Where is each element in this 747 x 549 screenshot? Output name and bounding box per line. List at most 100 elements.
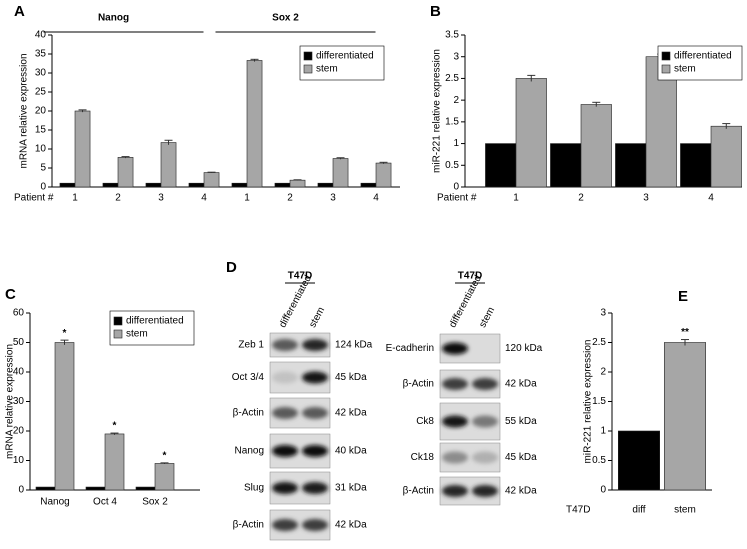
y-tick-label: 0.5	[445, 160, 459, 171]
bar	[246, 60, 263, 188]
blot-band	[472, 451, 498, 464]
size-label: 55 kDa	[505, 416, 537, 427]
blot-band	[302, 482, 328, 494]
y-tick-label: 1.5	[445, 116, 459, 127]
bar	[145, 182, 162, 188]
bar	[154, 463, 175, 491]
bar	[615, 143, 647, 188]
size-label: 124 kDa	[335, 340, 373, 351]
blot-band	[442, 415, 468, 428]
y-axis-label: miR-221 relative expression	[432, 49, 443, 173]
y-axis-label: mRNA relative expression	[19, 53, 30, 168]
blot-band	[472, 485, 498, 497]
y-tick-label: 30	[35, 68, 47, 79]
bar	[188, 182, 205, 188]
bar	[117, 157, 134, 188]
bar	[104, 433, 125, 491]
x-tick-label: 2	[287, 193, 293, 204]
panel-label: D	[226, 259, 237, 276]
size-label: 45 kDa	[505, 452, 537, 463]
legend-swatch	[303, 51, 313, 61]
lane-label: stem	[307, 305, 327, 329]
y-tick-label: 10	[13, 455, 25, 466]
x-tick-label: 4	[708, 193, 714, 204]
bar	[35, 486, 56, 491]
legend-label: stem	[126, 329, 148, 340]
y-tick-label: 35	[35, 49, 47, 60]
legend-swatch	[661, 64, 671, 74]
annotation: *	[163, 451, 167, 462]
blot-band	[272, 407, 298, 419]
protein-label: β-Actin	[233, 408, 264, 419]
legend-box	[657, 45, 743, 81]
size-label: 42 kDa	[335, 520, 367, 531]
x-prefix-label: Patient #	[437, 193, 477, 204]
annotation: *	[63, 328, 67, 339]
size-label: 42 kDa	[505, 379, 537, 390]
group-label: Nanog	[98, 13, 129, 24]
blot-band	[272, 371, 298, 384]
y-tick-label: 1	[453, 138, 459, 149]
x-tick-label: 1	[513, 193, 519, 204]
bar	[74, 110, 91, 188]
y-tick-label: 20	[35, 106, 47, 117]
size-label: 42 kDa	[335, 408, 367, 419]
legend-label: stem	[674, 64, 696, 75]
y-tick-label: 40	[13, 367, 25, 378]
annotation: **	[681, 327, 689, 338]
protein-label: β-Actin	[403, 486, 434, 497]
y-tick-label: 1	[600, 426, 606, 437]
size-label: 42 kDa	[505, 486, 537, 497]
bar	[580, 104, 612, 188]
y-tick-label: 40	[35, 30, 47, 41]
y-tick-label: 15	[35, 125, 47, 136]
legend-swatch	[303, 64, 313, 74]
group-label: Sox 2	[272, 13, 299, 24]
panel-label: C	[5, 286, 16, 303]
y-tick-label: 30	[13, 396, 25, 407]
x-tick-label: 2	[115, 193, 121, 204]
protein-label: Nanog	[235, 446, 264, 457]
bar	[550, 143, 582, 188]
blot-band	[302, 407, 328, 419]
y-tick-label: 5	[40, 163, 46, 174]
legend-label: differentiated	[316, 51, 374, 62]
y-tick-label: 0.5	[592, 455, 606, 466]
blot-band	[472, 415, 498, 428]
bar	[160, 142, 177, 188]
bar	[135, 486, 156, 491]
bar	[85, 486, 106, 491]
blot-title: T47D	[458, 271, 482, 282]
blot-band	[472, 378, 498, 390]
y-axis-label: miR-221 relative expression	[583, 340, 594, 464]
protein-label: Ck18	[411, 452, 435, 463]
bar	[203, 172, 220, 188]
y-tick-label: 50	[13, 337, 25, 348]
y-tick-label: 1.5	[592, 396, 606, 407]
legend-label: differentiated	[126, 316, 184, 327]
bar	[680, 143, 712, 188]
x-prefix-label: Patient #	[14, 193, 54, 204]
x-tick-label: diff	[632, 505, 645, 516]
bar	[375, 162, 392, 188]
protein-label: Zeb 1	[238, 340, 264, 351]
blot-title: T47D	[288, 271, 312, 282]
legend-label: stem	[316, 64, 338, 75]
y-tick-label: 0	[600, 485, 606, 496]
blot-band	[442, 342, 468, 355]
legend-swatch	[113, 329, 123, 339]
y-tick-label: 60	[13, 308, 25, 319]
y-tick-label: 0	[18, 485, 24, 496]
size-label: 40 kDa	[335, 446, 367, 457]
x-tick-label: Nanog	[40, 497, 69, 508]
x-tick-label: 4	[201, 193, 207, 204]
x-tick-label: stem	[674, 505, 696, 516]
x-tick-label: 2	[578, 193, 584, 204]
legend-label: differentiated	[674, 51, 732, 62]
x-tick-label: 3	[158, 193, 164, 204]
blot-band	[302, 519, 328, 531]
bar	[289, 179, 306, 188]
y-tick-label: 20	[13, 426, 25, 437]
y-tick-label: 3.5	[445, 30, 459, 41]
